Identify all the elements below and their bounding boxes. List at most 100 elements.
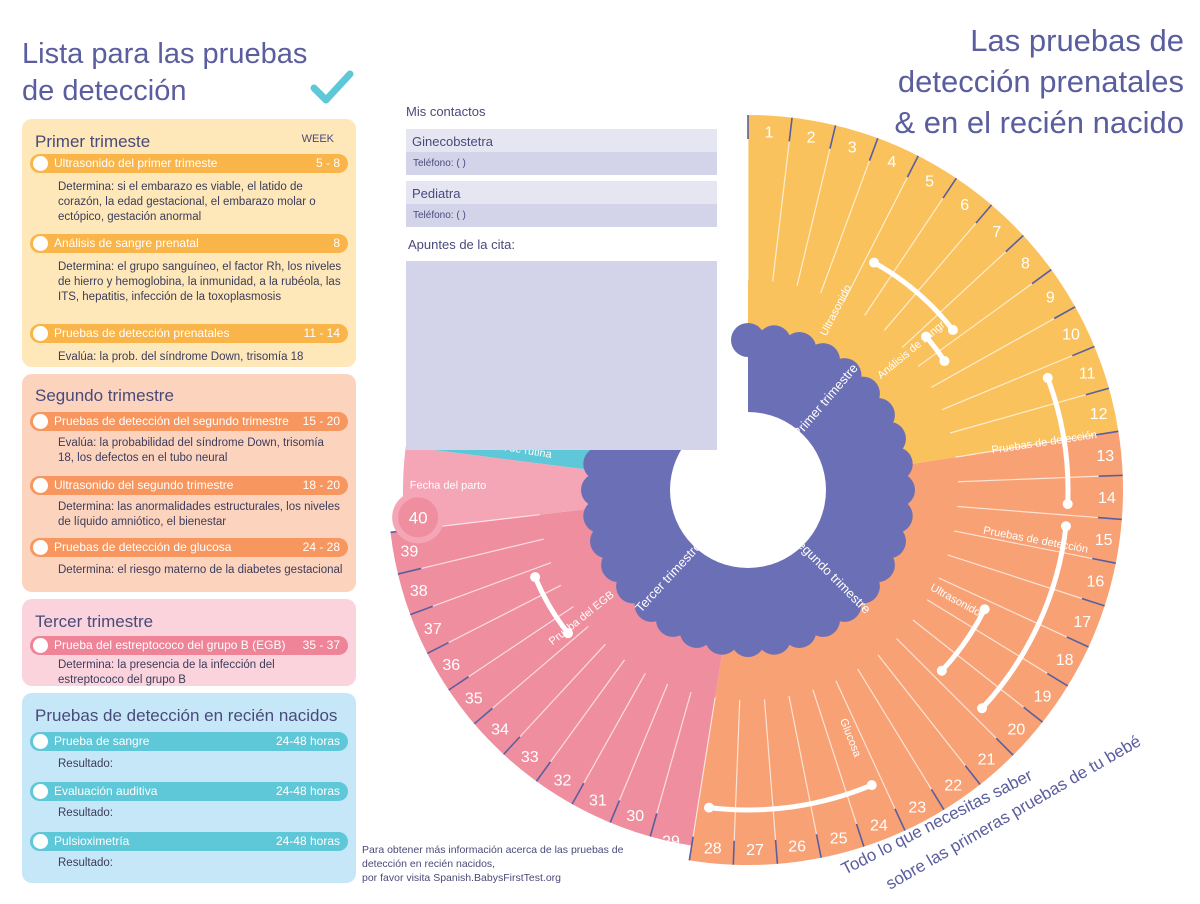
checkbox-circle[interactable]	[33, 638, 48, 653]
week-divider	[473, 625, 589, 725]
checkbox-circle[interactable]	[33, 326, 48, 341]
checkbox-circle[interactable]	[33, 156, 48, 171]
checkbox-circle[interactable]	[33, 236, 48, 251]
week-number: 9	[1046, 289, 1055, 306]
result-label: Resultado:	[58, 857, 113, 869]
week-divider	[649, 691, 692, 837]
week-divider	[772, 117, 793, 282]
checkbox-circle[interactable]	[33, 540, 48, 555]
page-title-line: Lista para las pruebas	[22, 38, 308, 70]
disc-hole	[670, 412, 826, 568]
item-weeks: 5 - 8	[315, 156, 340, 170]
checklist-item[interactable]: Pruebas de detección de glucosa 24 - 28	[30, 538, 348, 557]
week-number: 7	[992, 224, 1001, 241]
item-description: Determina: las anormalidades estructural…	[58, 501, 340, 528]
checkbox-circle[interactable]	[33, 734, 48, 749]
due-date-sector	[403, 446, 748, 531]
checklist-item[interactable]: Pruebas de detección del segundo trimest…	[30, 412, 348, 431]
week-tick	[535, 761, 552, 782]
week-divider	[820, 137, 879, 294]
week-number: 34	[491, 721, 509, 738]
checklist-item[interactable]: Prueba del estreptococo del grupo B (EGB…	[30, 636, 348, 655]
bracket-end	[866, 780, 877, 791]
bracket-end	[704, 802, 715, 813]
checkbox-circle[interactable]	[33, 414, 48, 429]
week-tick	[1066, 636, 1089, 648]
item-description: Evalúa: la probabilidad del síndrome Dow…	[58, 437, 324, 464]
week-number: 8	[1021, 255, 1030, 272]
test-bracket	[871, 260, 956, 333]
item-weeks: 24-48 horas	[275, 784, 340, 798]
notes-area[interactable]	[406, 261, 717, 450]
week-divider	[953, 530, 1116, 564]
checkbox-circle[interactable]	[33, 478, 48, 493]
week-tick	[1097, 516, 1122, 521]
week-number: 32	[554, 773, 572, 790]
result-label: Resultado:	[58, 807, 113, 819]
week-divider	[864, 177, 957, 316]
week-tick	[1085, 387, 1110, 396]
footer-line: detección en recién nacidos,	[362, 858, 496, 870]
bracket-end	[939, 356, 950, 367]
test-arc-label: Fecha del parto	[410, 480, 486, 492]
checkbox-circle[interactable]	[33, 834, 48, 849]
checkmark-icon	[310, 70, 354, 104]
main-heading: Las pruebas de detección prenatales & en…	[824, 20, 1184, 143]
bracket-end	[1062, 498, 1073, 509]
doctor2-field[interactable]: Pediatra	[406, 181, 717, 204]
week-tick	[1071, 345, 1095, 357]
week-divider	[926, 599, 1069, 687]
newborn-panel: Pruebas de detección en recién nacidos P…	[22, 693, 356, 883]
item-label: Pruebas de detección prenatales	[54, 326, 230, 340]
bracket-end	[947, 324, 958, 335]
footer-line: Para obtener más información acerca de l…	[362, 844, 624, 856]
checklist-item[interactable]: Evaluación auditiva 24-48 horas	[30, 782, 348, 801]
week-divider	[410, 562, 552, 616]
doctor2-phone-field[interactable]: Teléfono: ( )	[406, 204, 717, 227]
week-tick	[855, 823, 865, 847]
week-divider	[957, 474, 1123, 483]
due-date-inner	[398, 497, 439, 538]
week-number: 27	[746, 842, 764, 859]
week-tick	[609, 800, 621, 823]
week-tick	[448, 676, 470, 691]
week-divider	[883, 204, 992, 331]
week-number: 6	[960, 197, 969, 214]
week-divider	[609, 683, 669, 823]
week-tick	[503, 736, 521, 755]
week-number: 30	[626, 808, 644, 825]
week-tick	[1023, 706, 1043, 723]
doctor1-phone-field[interactable]: Teléfono: ( )	[406, 152, 717, 175]
item-label: Prueba del estreptococo del grupo B (EGB…	[54, 638, 286, 652]
phone-label: Teléfono: ( )	[413, 158, 466, 169]
week-number: 18	[1056, 652, 1074, 669]
item-weeks: 24 - 28	[302, 540, 340, 554]
checklist-item[interactable]: Análisis de sangre prenatal 8	[30, 234, 348, 253]
week-number: 1	[765, 125, 774, 142]
week-number: 26	[788, 839, 806, 856]
week-tick	[1098, 474, 1123, 478]
week-tick	[964, 765, 981, 785]
checklist-item[interactable]: Pulsioximetría 24-48 horas	[30, 832, 348, 851]
panel-heading: Pruebas de detección en recién nacidos	[35, 706, 338, 725]
week-tick	[1046, 672, 1069, 687]
week-divider	[957, 505, 1122, 521]
week-number: 22	[944, 778, 962, 795]
week-divider	[796, 125, 837, 286]
item-label: Prueba de sangre	[54, 734, 150, 748]
bracket-end	[921, 331, 932, 342]
week-divider	[947, 554, 1105, 607]
doctor1-field[interactable]: Ginecobstetra	[406, 129, 717, 152]
checkbox-circle[interactable]	[33, 784, 48, 799]
checklist-item[interactable]: Pruebas de detección prenatales 11 - 14	[30, 324, 348, 343]
week-divider	[571, 672, 646, 805]
week-number: 25	[830, 830, 848, 847]
week-tick	[473, 707, 494, 725]
checklist-item[interactable]: Ultrasonido del segundo trimestre 18 - 2…	[30, 476, 348, 495]
test-bracket	[979, 523, 1069, 711]
week-divider	[535, 659, 626, 782]
week-tick	[1081, 597, 1105, 607]
checklist-item[interactable]: Prueba de sangre 24-48 horas	[30, 732, 348, 751]
checklist-item[interactable]: Ultrasonido del primer trimeste 5 - 8	[30, 154, 348, 173]
week-number: 12	[1090, 406, 1108, 423]
